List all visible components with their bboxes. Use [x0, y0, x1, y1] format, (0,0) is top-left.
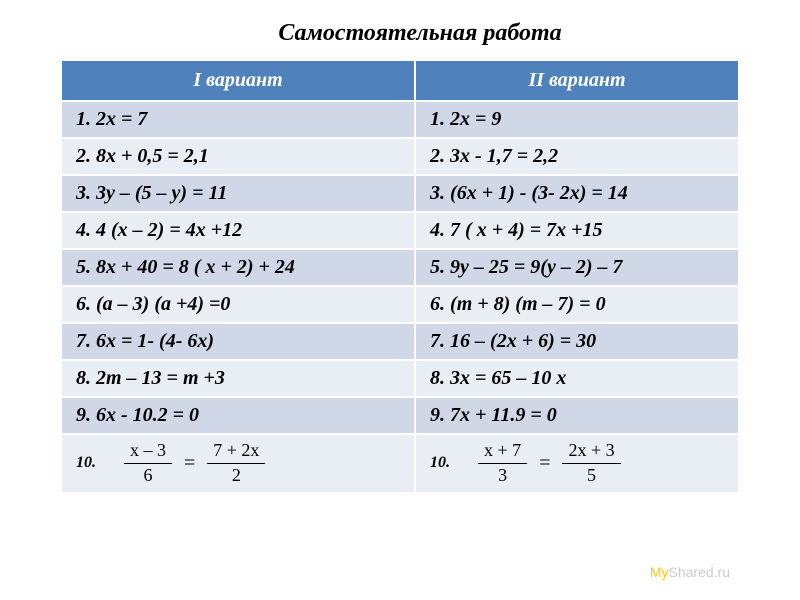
cell: 7. 16 – (2x + 6) = 30 — [415, 323, 739, 360]
header-col1: I вариант — [61, 60, 415, 101]
frac-num: x – 3 — [124, 441, 172, 464]
cell: 2. 3x - 1,7 = 2,2 — [415, 138, 739, 175]
watermark: MyShared.ru — [650, 564, 730, 580]
table-row: 6. (a – 3) (a +4) =0 6. (m + 8) (m – 7) … — [61, 286, 739, 323]
cell: 1. 2x = 9 — [415, 101, 739, 138]
cell-fraction-right: 10. x + 7 3 = 2x + 3 5 — [415, 434, 739, 493]
cell: 1. 2x = 7 — [61, 101, 415, 138]
cell: 4. 7 ( x + 4) = 7x +15 — [415, 212, 739, 249]
cell: 2. 8x + 0,5 = 2,1 — [61, 138, 415, 175]
table-row: 2. 8x + 0,5 = 2,1 2. 3x - 1,7 = 2,2 — [61, 138, 739, 175]
frac-den: 5 — [581, 464, 602, 486]
header-col2: II вариант — [415, 60, 739, 101]
frac-den: 2 — [226, 464, 247, 486]
cell: 8. 3x = 65 – 10 x — [415, 360, 739, 397]
frac-num: x + 7 — [478, 441, 527, 464]
frac-den: 6 — [138, 464, 159, 486]
table-row: 5. 8x + 40 = 8 ( x + 2) + 24 5. 9y – 25 … — [61, 249, 739, 286]
row10-label: 10. — [430, 454, 450, 472]
page-title: Самостоятельная работа — [100, 20, 740, 47]
cell: 5. 9y – 25 = 9(y – 2) – 7 — [415, 249, 739, 286]
table-row: 1. 2x = 7 1. 2x = 9 — [61, 101, 739, 138]
row10-label: 10. — [76, 454, 96, 472]
table-row: 7. 6x = 1- (4- 6x) 7. 16 – (2x + 6) = 30 — [61, 323, 739, 360]
fraction: 2x + 3 5 — [562, 441, 620, 486]
table-row: 10. x – 3 6 = 7 + 2x 2 10. — [61, 434, 739, 493]
equals-sign: = — [535, 452, 554, 475]
table-row: 3. 3y – (5 – y) = 11 3. (6x + 1) - (3- 2… — [61, 175, 739, 212]
equations-table: I вариант II вариант 1. 2x = 7 1. 2x = 9… — [60, 59, 740, 494]
cell: 8. 2m – 13 = m +3 — [61, 360, 415, 397]
table-row: 4. 4 (x – 2) = 4x +12 4. 7 ( x + 4) = 7x… — [61, 212, 739, 249]
watermark-my: My — [650, 564, 669, 580]
cell: 9. 6x - 10.2 = 0 — [61, 397, 415, 434]
equals-sign: = — [180, 452, 199, 475]
cell: 9. 7x + 11.9 = 0 — [415, 397, 739, 434]
cell-fraction-left: 10. x – 3 6 = 7 + 2x 2 — [61, 434, 415, 493]
cell: 7. 6x = 1- (4- 6x) — [61, 323, 415, 360]
cell: 6. (m + 8) (m – 7) = 0 — [415, 286, 739, 323]
fraction: 7 + 2x 2 — [207, 441, 265, 486]
watermark-shared: Shared.ru — [669, 564, 730, 580]
table-row: 8. 2m – 13 = m +3 8. 3x = 65 – 10 x — [61, 360, 739, 397]
cell: 3. (6x + 1) - (3- 2x) = 14 — [415, 175, 739, 212]
table-row: 9. 6x - 10.2 = 0 9. 7x + 11.9 = 0 — [61, 397, 739, 434]
fraction: x – 3 6 — [124, 441, 172, 486]
cell: 3. 3y – (5 – y) = 11 — [61, 175, 415, 212]
cell: 5. 8x + 40 = 8 ( x + 2) + 24 — [61, 249, 415, 286]
cell: 4. 4 (x – 2) = 4x +12 — [61, 212, 415, 249]
frac-num: 7 + 2x — [207, 441, 265, 464]
fraction: x + 7 3 — [478, 441, 527, 486]
frac-den: 3 — [492, 464, 513, 486]
frac-num: 2x + 3 — [562, 441, 620, 464]
cell: 6. (a – 3) (a +4) =0 — [61, 286, 415, 323]
